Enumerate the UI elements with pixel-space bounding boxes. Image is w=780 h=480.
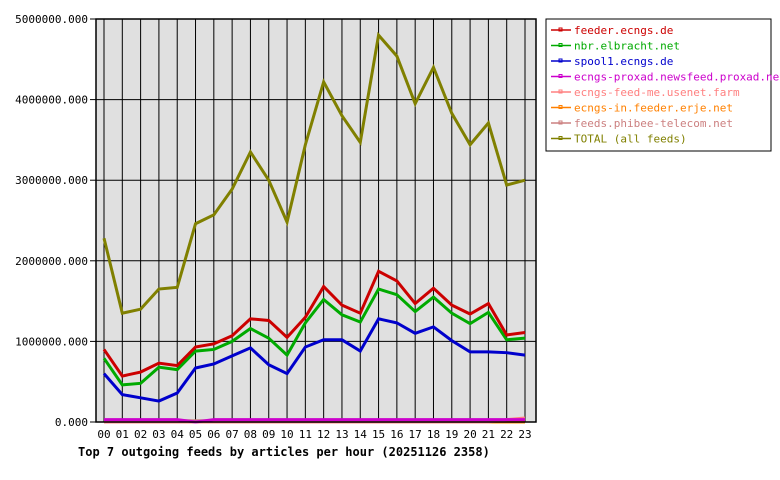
legend-item: feeder.ecngs.de	[551, 24, 673, 37]
legend-label: ecngs-in.feeder.erje.net	[574, 102, 733, 115]
legend-marker-icon	[558, 105, 563, 109]
x-tick-label: 04	[171, 428, 185, 441]
series-line-spool1-ecngs-de	[102, 317, 526, 403]
y-tick-label: 4000000.000	[15, 94, 88, 107]
legend-item: feeds.phibee-telecom.net	[551, 117, 733, 130]
x-tick-label: 19	[445, 428, 458, 441]
x-tick-label: 06	[207, 428, 220, 441]
series-line-ecngs-proxad-newsfeed-proxad-net	[104, 418, 525, 424]
x-tick-label: 22	[500, 428, 513, 441]
legend-label: ecngs-proxad.newsfeed.proxad.net	[574, 71, 780, 84]
legend-marker-icon	[558, 89, 563, 94]
legend-marker-icon	[558, 43, 563, 47]
legend-marker-icon	[558, 27, 563, 32]
x-tick-label: 13	[335, 428, 348, 441]
legend-item: nbr.elbracht.net	[551, 40, 680, 53]
x-tick-label: 03	[152, 428, 165, 441]
legend-label: ecngs-feed-me.usenet.farm	[574, 86, 740, 99]
x-tick-label: 02	[134, 428, 147, 441]
x-tick-label: 23	[518, 428, 531, 441]
legend-label: feeder.ecngs.de	[574, 24, 673, 37]
legend-item: ecngs-feed-me.usenet.farm	[551, 86, 740, 99]
chart-title: Top 7 outgoing feeds by articles per hou…	[78, 445, 490, 459]
legend-item: ecngs-in.feeder.erje.net	[551, 102, 733, 115]
legend-label: feeds.phibee-telecom.net	[574, 117, 733, 130]
legend-marker-icon	[558, 120, 563, 125]
legend-marker-icon	[558, 74, 563, 78]
legend-label: spool1.ecngs.de	[574, 55, 673, 68]
x-tick-label: 11	[299, 428, 312, 441]
x-tick-label: 17	[409, 428, 422, 441]
x-tick-label: 09	[262, 428, 275, 441]
x-tick-label: 01	[116, 428, 129, 441]
x-tick-label: 10	[280, 428, 293, 441]
legend-item: spool1.ecngs.de	[551, 55, 673, 68]
x-tick-label: 18	[427, 428, 440, 441]
legend: feeder.ecngs.de nbr.elbracht.net spool1.ec…	[545, 18, 780, 152]
x-tick-label: 05	[189, 428, 202, 441]
legend-marker-icon	[558, 58, 563, 63]
x-tick-label: 15	[372, 428, 385, 441]
x-tick-label: 21	[482, 428, 495, 441]
series-line-feeder-ecngs-de	[102, 269, 526, 378]
series-line-total-all-feeds-	[102, 31, 526, 315]
x-tick-label: 20	[463, 428, 476, 441]
legend-label: nbr.elbracht.net	[574, 40, 680, 53]
plot-frame	[95, 18, 537, 423]
series-line-nbr-elbracht-net	[102, 287, 526, 387]
x-tick-label: 12	[317, 428, 330, 441]
y-tick-label: 3000000.000	[15, 174, 88, 187]
plot-background	[96, 19, 536, 422]
x-tick-label: 08	[244, 428, 257, 441]
x-tick-label: 16	[390, 428, 403, 441]
legend-marker-icon	[558, 136, 563, 140]
x-tick-label: 00	[97, 428, 110, 441]
legend-box	[545, 18, 772, 152]
y-tick-label: 5000000.000	[15, 13, 88, 26]
x-tick-label: 07	[226, 428, 239, 441]
y-tick-label: 2000000.000	[15, 255, 88, 268]
legend-item: TOTAL (all feeds)	[551, 133, 687, 146]
legend-label: TOTAL (all feeds)	[574, 133, 687, 146]
y-tick-label: 1000000.000	[15, 335, 88, 348]
y-tick-label: 0.000	[55, 416, 88, 429]
x-tick-label: 14	[354, 428, 368, 441]
legend-item: ecngs-proxad.newsfeed.proxad.net	[551, 71, 780, 84]
x-axis: 00 01 02 03 04 05 06 07 08 09 10 11 12 13 14 15 16 17 18 19…	[97, 428, 531, 441]
y-axis: 0.000 1000000.000 2000000.000 3000000.000 40…	[15, 13, 96, 429]
